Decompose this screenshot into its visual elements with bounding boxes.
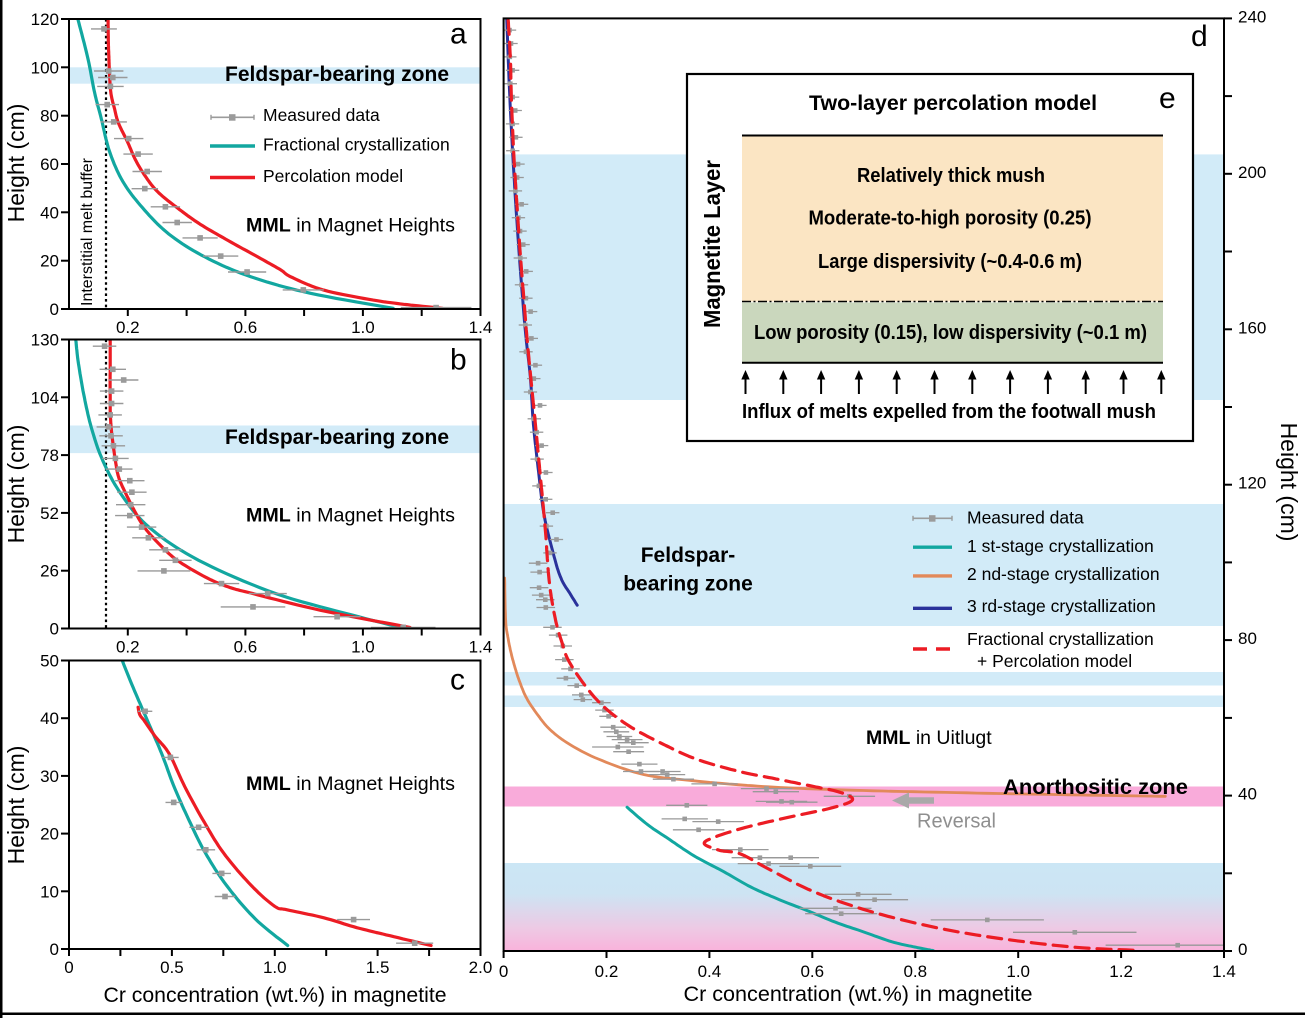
svg-text:0.6: 0.6 [800,962,824,981]
svg-text:200: 200 [1238,163,1266,182]
svg-text:1.0: 1.0 [351,318,375,337]
svg-text:3 rd-stage crystallization: 3 rd-stage crystallization [967,596,1156,616]
svg-text:1.0: 1.0 [351,638,375,657]
svg-text:100: 100 [31,58,59,77]
svg-text:1 st-stage crystallization: 1 st-stage crystallization [967,536,1154,556]
svg-text:Influx of melts expelled from: Influx of melts expelled from the footwa… [742,400,1156,423]
svg-text:26: 26 [40,562,59,581]
svg-text:1.0: 1.0 [263,958,287,977]
svg-text:MML in Magnet Heights: MML in Magnet Heights [246,773,455,795]
svg-text:Height (cm): Height (cm) [3,104,29,223]
svg-text:1.2: 1.2 [1109,962,1133,981]
svg-text:40: 40 [40,203,59,222]
svg-text:0.6: 0.6 [234,638,258,657]
svg-text:1.4: 1.4 [469,638,493,657]
svg-text:2.0: 2.0 [469,958,493,977]
svg-text:Feldspar-bearing zone: Feldspar-bearing zone [225,426,449,449]
svg-text:Feldspar-bearing zone: Feldspar-bearing zone [225,63,449,86]
svg-text:1.4: 1.4 [1212,962,1236,981]
svg-text:40: 40 [1238,785,1257,804]
svg-text:Low porosity (0.15), low dispe: Low porosity (0.15), low dispersivity (~… [754,322,1147,344]
svg-text:Reversal: Reversal [917,811,996,833]
svg-text:0.5: 0.5 [160,958,184,977]
svg-text:104: 104 [31,388,59,407]
svg-text:1.5: 1.5 [366,958,390,977]
svg-text:120: 120 [31,10,59,29]
svg-text:Measured data: Measured data [967,508,1084,528]
svg-text:0: 0 [499,962,508,981]
svg-text:Height (cm): Height (cm) [1276,423,1302,542]
svg-text:Fractional crystallization: Fractional crystallization [263,135,450,155]
svg-text:20: 20 [40,825,59,844]
svg-text:e: e [1159,82,1176,115]
svg-text:bearing zone: bearing zone [623,573,753,596]
svg-text:1.4: 1.4 [469,318,493,337]
svg-text:0.2: 0.2 [116,318,140,337]
svg-text:MML in Uitlugt: MML in Uitlugt [866,727,992,749]
svg-text:Magnetite Layer: Magnetite Layer [699,160,725,328]
svg-text:10: 10 [40,882,59,901]
svg-text:240: 240 [1238,7,1266,26]
svg-text:60: 60 [40,155,59,174]
svg-text:2 nd-stage crystallization: 2 nd-stage crystallization [967,564,1160,584]
svg-text:Percolation model: Percolation model [263,166,403,186]
svg-text:Moderate-to-high porosity (0.2: Moderate-to-high porosity (0.25) [809,208,1092,230]
svg-text:0: 0 [64,958,73,977]
svg-text:0.2: 0.2 [595,962,619,981]
svg-text:80: 80 [1238,629,1257,648]
svg-text:0.8: 0.8 [903,962,927,981]
svg-text:1.0: 1.0 [1006,962,1030,981]
svg-text:Feldspar-: Feldspar- [641,544,736,567]
svg-text:b: b [450,344,467,377]
svg-text:0: 0 [50,940,59,959]
svg-text:130: 130 [31,331,59,350]
svg-text:40: 40 [40,709,59,728]
svg-text:0: 0 [50,620,59,639]
svg-text:Measured data: Measured data [263,105,380,125]
svg-text:+ Percolation model: + Percolation model [977,651,1132,671]
svg-text:0: 0 [1238,940,1247,959]
svg-text:30: 30 [40,767,59,786]
svg-text:80: 80 [40,107,59,126]
svg-text:0.2: 0.2 [116,638,140,657]
svg-text:78: 78 [40,446,59,465]
svg-text:Cr concentration (wt.%) in mag: Cr concentration (wt.%) in magnetite [684,983,1033,1006]
svg-text:Height (cm): Height (cm) [3,746,29,865]
svg-text:MML in Magnet Heights: MML in Magnet Heights [246,215,455,237]
svg-text:Fractional crystallization: Fractional crystallization [967,629,1154,649]
svg-text:0.4: 0.4 [698,962,722,981]
svg-text:Relatively thick mush: Relatively thick mush [857,165,1045,187]
svg-text:d: d [1191,20,1208,53]
svg-text:0: 0 [50,300,59,319]
svg-text:Interstitial melt buffer: Interstitial melt buffer [79,158,96,306]
svg-text:0.6: 0.6 [234,318,258,337]
svg-text:Two-layer percolation model: Two-layer percolation model [809,91,1097,115]
svg-text:Height (cm): Height (cm) [3,425,29,544]
svg-text:160: 160 [1238,318,1266,337]
svg-text:a: a [450,18,467,51]
svg-text:Anorthositic zone: Anorthositic zone [1003,776,1188,799]
svg-text:Cr concentration (wt.%) in mag: Cr concentration (wt.%) in magnetite [104,984,447,1007]
svg-text:50: 50 [40,652,59,671]
svg-text:MML in Magnet Heights: MML in Magnet Heights [246,505,455,527]
svg-text:c: c [450,664,465,697]
svg-text:20: 20 [40,252,59,271]
svg-text:Large dispersivity (~0.4-0.6 m: Large dispersivity (~0.4-0.6 m) [818,251,1082,273]
svg-text:120: 120 [1238,474,1266,493]
svg-text:52: 52 [40,504,59,523]
